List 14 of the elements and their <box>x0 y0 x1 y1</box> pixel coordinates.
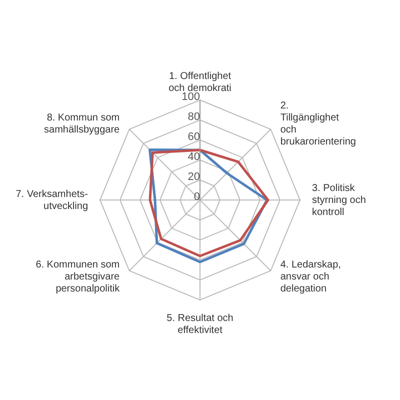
spoke-label: 7. Verksamhets-utveckling <box>16 188 88 212</box>
spoke-label: 8. Kommun som samhällsbyggare <box>44 112 120 136</box>
y-tick-label: 0 <box>194 191 200 203</box>
spoke-label: 1. Offentlighet och demokrati <box>168 70 232 94</box>
spoke-label: 4. Ledarskap, ansvar och delegation <box>280 259 341 294</box>
y-tick-label: 20 <box>188 171 200 183</box>
y-tick-label: 40 <box>188 151 200 163</box>
spoke-label: 3. Politisk styrning och kontroll <box>312 182 366 218</box>
y-tick-label: 60 <box>188 131 200 143</box>
y-tick-label: 100 <box>182 91 200 103</box>
spoke-label: 6. Kommunen som arbetsgivare personalpolitik <box>36 259 121 294</box>
y-tick-label: 80 <box>188 111 200 123</box>
spoke-label: 2. Tillgänglighet och brukarorientering <box>280 100 356 148</box>
spoke-label: 5. Resultat och effektivitet <box>166 312 234 336</box>
